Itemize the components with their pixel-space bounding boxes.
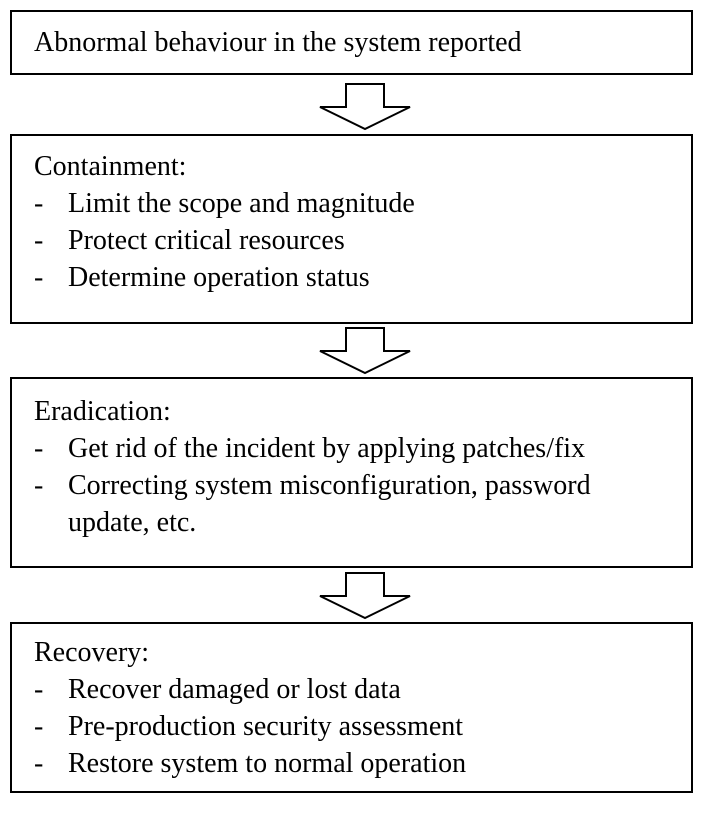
bullet-dash: - xyxy=(34,188,44,219)
list-item-text: Recover damaged or lost data xyxy=(68,674,401,705)
down-arrow-icon xyxy=(319,327,411,375)
down-arrow-icon xyxy=(319,572,411,620)
bullet-dash: - xyxy=(34,748,44,779)
bullet-dash: - xyxy=(34,674,44,705)
list-item-text: update, etc. xyxy=(68,507,197,538)
list-item-text: Limit the scope and magnitude xyxy=(68,188,415,219)
flow-arrow-1 xyxy=(318,83,412,131)
list-item-text: Determine operation status xyxy=(68,262,370,293)
bullet-dash: - xyxy=(34,433,44,464)
recovery-title: Recovery: xyxy=(34,637,150,668)
list-item-text: Pre-production security assessment xyxy=(68,711,464,742)
recovery-box: Recovery: - Recover damaged or lost data… xyxy=(10,622,693,793)
containment-title: Containment: xyxy=(34,151,187,182)
bullet-dash: - xyxy=(34,711,44,742)
list-item-text: Protect critical resources xyxy=(68,225,345,256)
bullet-dash: - xyxy=(34,225,44,256)
flow-arrow-3 xyxy=(318,572,412,620)
eradication-title: Eradication: xyxy=(34,396,171,427)
list-item-text: Correcting system misconfiguration, pass… xyxy=(68,470,591,501)
list-item-text: Get rid of the incident by applying patc… xyxy=(68,433,586,464)
containment-box: Containment: - Limit the scope and magni… xyxy=(10,134,693,324)
flow-arrow-2 xyxy=(318,327,412,375)
eradication-box: Eradication: - Get rid of the incident b… xyxy=(10,377,693,568)
start-box: Abnormal behaviour in the system reporte… xyxy=(10,10,693,75)
bullet-dash: - xyxy=(34,262,44,293)
list-item-text: Restore system to normal operation xyxy=(68,748,467,779)
down-arrow-icon xyxy=(319,83,411,131)
bullet-dash: - xyxy=(34,470,44,501)
start-text: Abnormal behaviour in the system reporte… xyxy=(34,27,522,58)
